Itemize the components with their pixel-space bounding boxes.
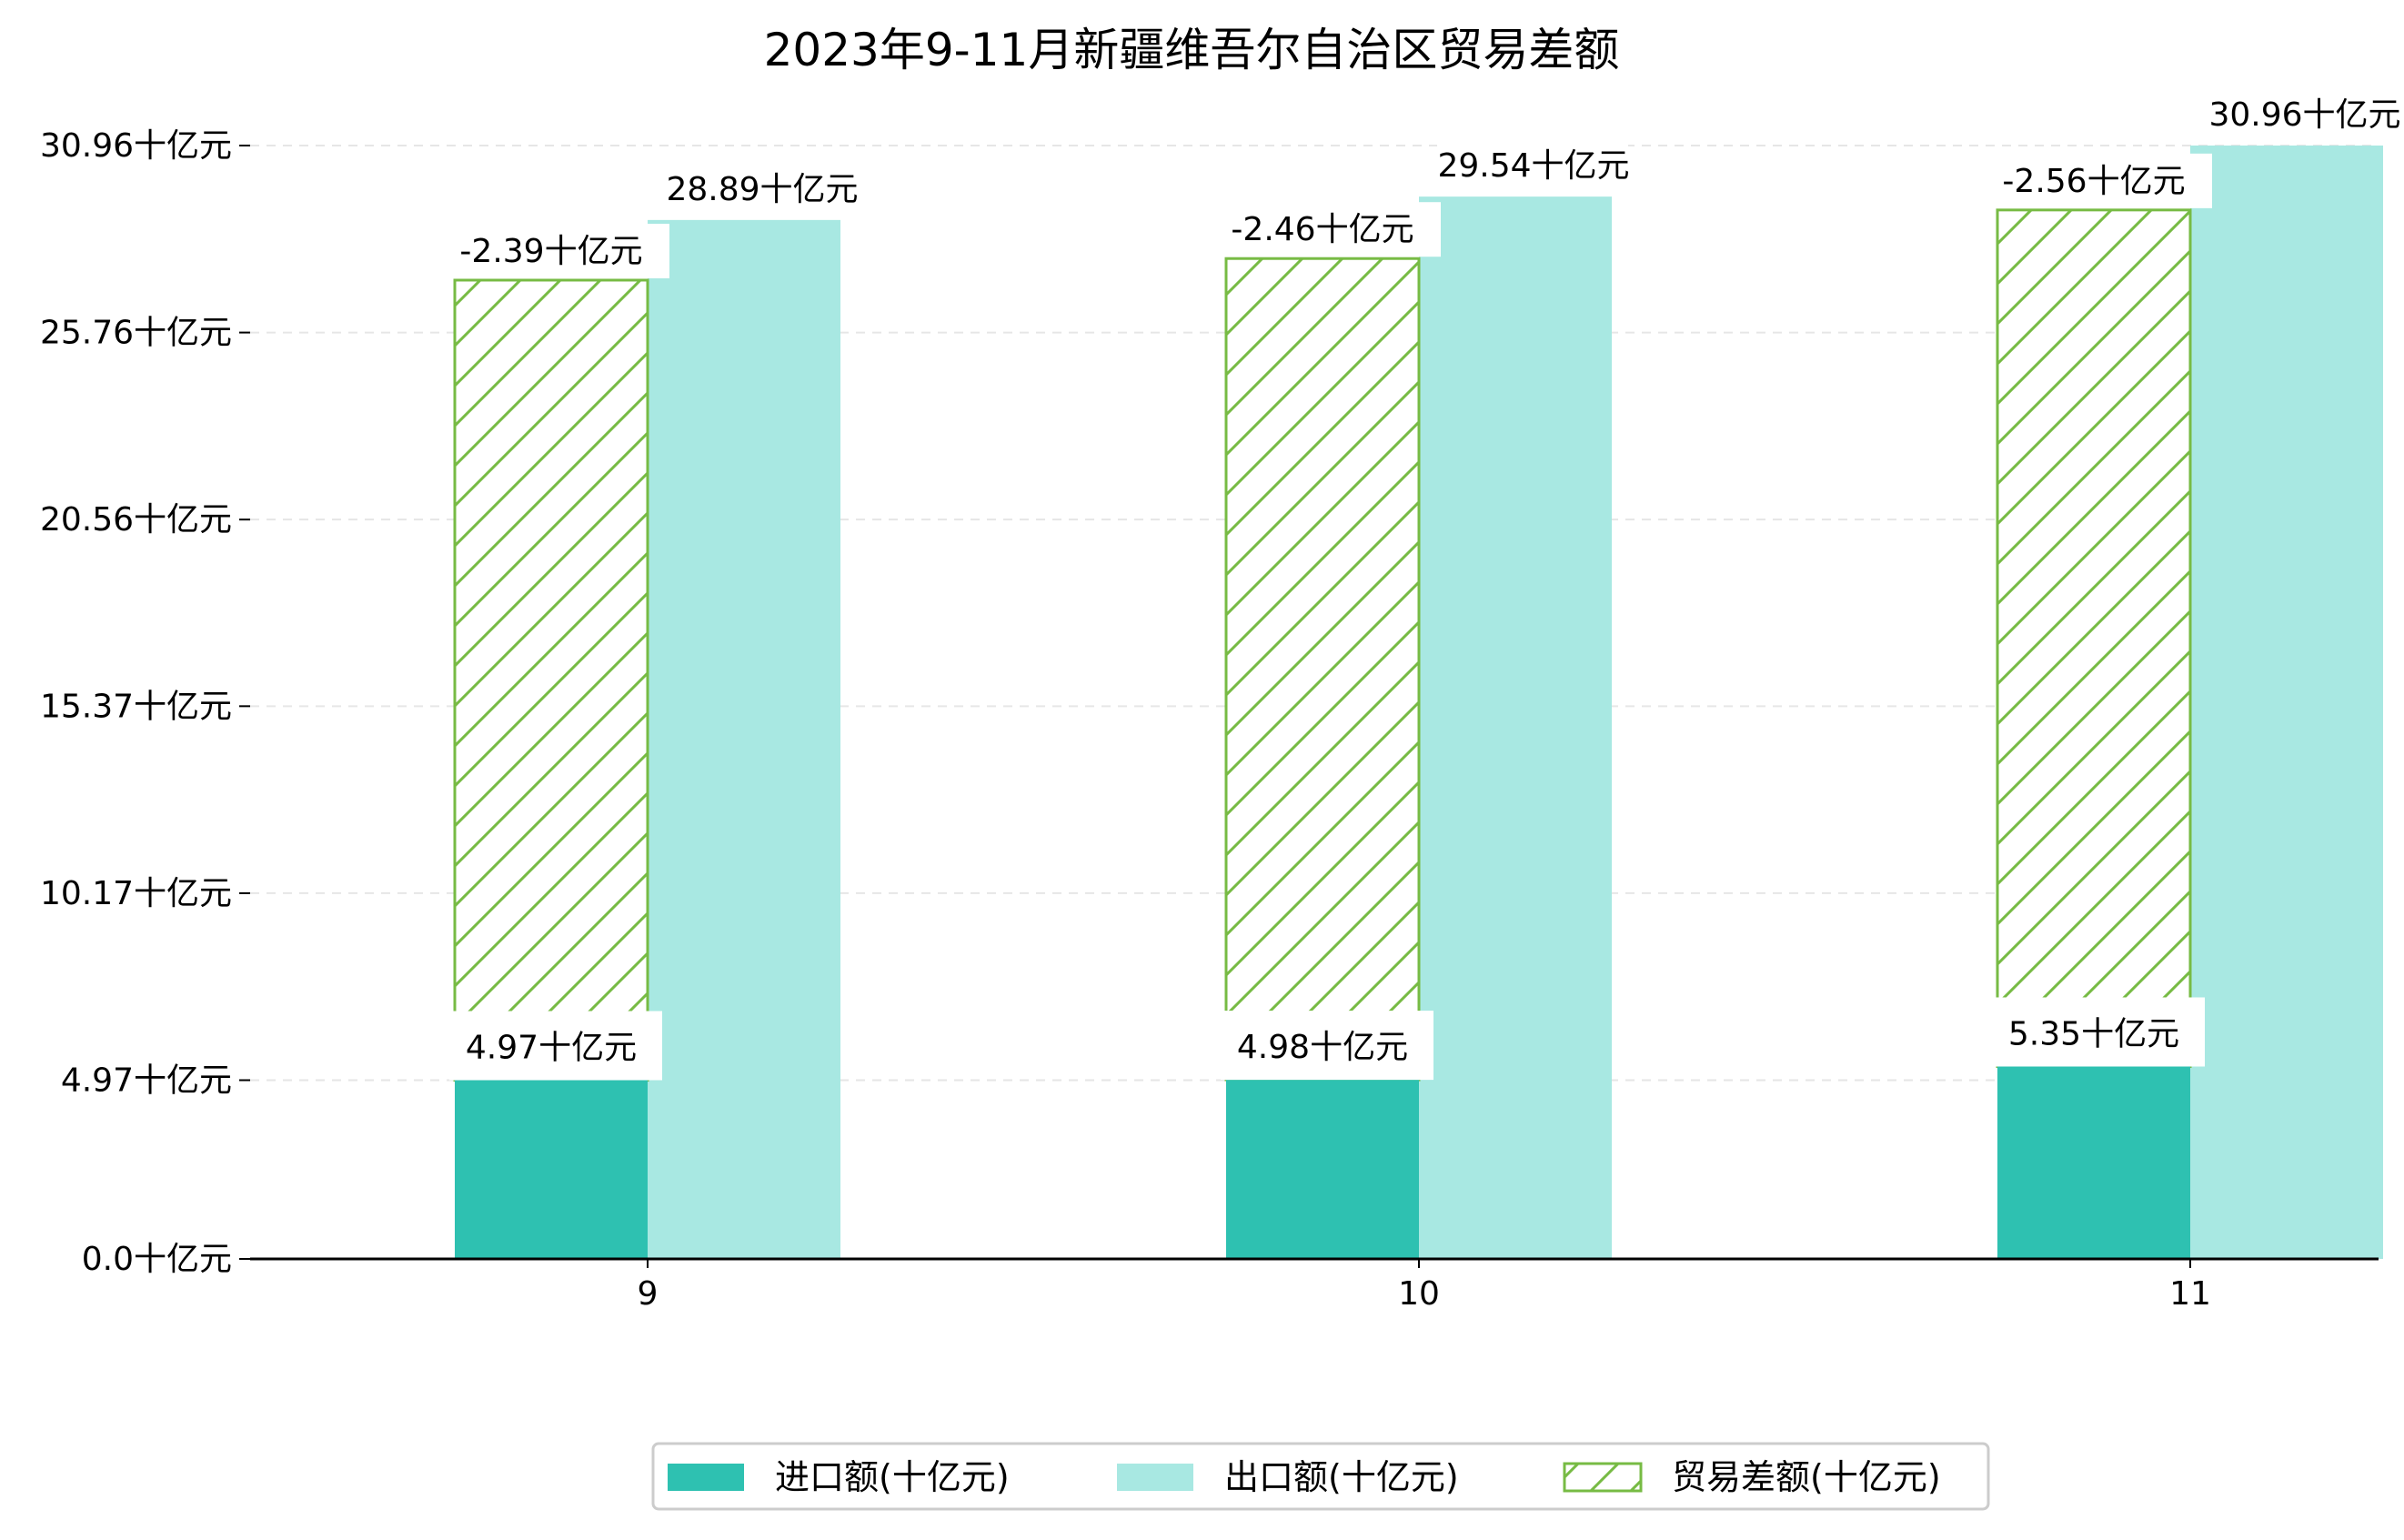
bar-label-bg: [666, 163, 857, 215]
legend-box: [651, 1442, 1990, 1511]
legend-label: 进口额(十亿元): [775, 1457, 1010, 1497]
y-tick-label: 4.97十亿元: [61, 1062, 232, 1100]
legend: 进口额(十亿元) 出口额(十亿元) 贸易差额(十亿元): [651, 1442, 1990, 1511]
legend-swatch: [668, 1464, 744, 1491]
bar-label-import: 4.97十亿元: [466, 1030, 637, 1067]
y-tick-label: 30.96十亿元: [40, 127, 232, 165]
legend-swatch: [1563, 1462, 1643, 1493]
bar-label-export: 29.54十亿元: [1437, 147, 1629, 185]
bar-label-bg: [1992, 997, 2205, 1067]
bar-label-trade-balance: -2.56十亿元: [2002, 163, 2185, 200]
bar-trade-balance: [1996, 208, 2192, 1068]
x-tick-label: 9: [638, 1275, 659, 1313]
bar-import: [1997, 1066, 2190, 1259]
y-tick-label: 15.37十亿元: [40, 688, 232, 725]
bars: [453, 146, 2383, 1260]
x-tick-label: 10: [1398, 1275, 1440, 1313]
bar-import: [1226, 1080, 1419, 1259]
legend-label: 出口额(十亿元): [1224, 1457, 1459, 1497]
bar-label-bg: [449, 1011, 662, 1081]
bar-labels: 28.89十亿元 -2.39十亿元 4.97十亿元 29.54十亿元 -2.46十亿元 4…: [442, 89, 2401, 1081]
bar-export: [648, 219, 840, 1260]
y-tick-label: 0.0十亿元: [82, 1241, 232, 1278]
axes: 0.0十亿元 4.97十亿元 10.17十亿元 15.37十亿元 20.56十亿元 25.…: [40, 127, 2379, 1313]
y-tick-label: 10.17十亿元: [40, 875, 232, 912]
y-tick-label: 25.76十亿元: [40, 315, 232, 352]
bar-label-bg: [1213, 202, 1441, 257]
bar-label-bg: [1437, 140, 1628, 192]
bar-label-export: 30.96十亿元: [2208, 96, 2400, 134]
bar-export: [2190, 146, 2383, 1259]
bar-label-bg: [2208, 89, 2399, 140]
legend-swatch: [1117, 1464, 1193, 1491]
bar-label-import: 4.98十亿元: [1237, 1029, 1408, 1066]
y-tick-label: 20.56十亿元: [40, 501, 232, 538]
legend-label: 贸易差额(十亿元): [1672, 1457, 1941, 1497]
bar-label-trade-balance: -2.39十亿元: [459, 233, 642, 270]
bar-export: [1419, 196, 1612, 1260]
bar-label-trade-balance: -2.46十亿元: [1231, 211, 1413, 248]
bar-label-export: 28.89十亿元: [666, 171, 858, 208]
bar-label-bg: [1985, 153, 2212, 208]
bar-label-import: 5.35十亿元: [2008, 1015, 2179, 1052]
bar-trade-balance: [1224, 257, 1421, 1082]
bar-label-bg: [1221, 1011, 1433, 1081]
bar-label-bg: [442, 223, 669, 278]
chart-title: 2023年9-11月新疆维吾尔自治区贸易差额: [764, 24, 1620, 76]
x-tick-label: 11: [2169, 1275, 2211, 1313]
bar-import: [455, 1080, 648, 1259]
bar-trade-balance: [453, 278, 649, 1082]
